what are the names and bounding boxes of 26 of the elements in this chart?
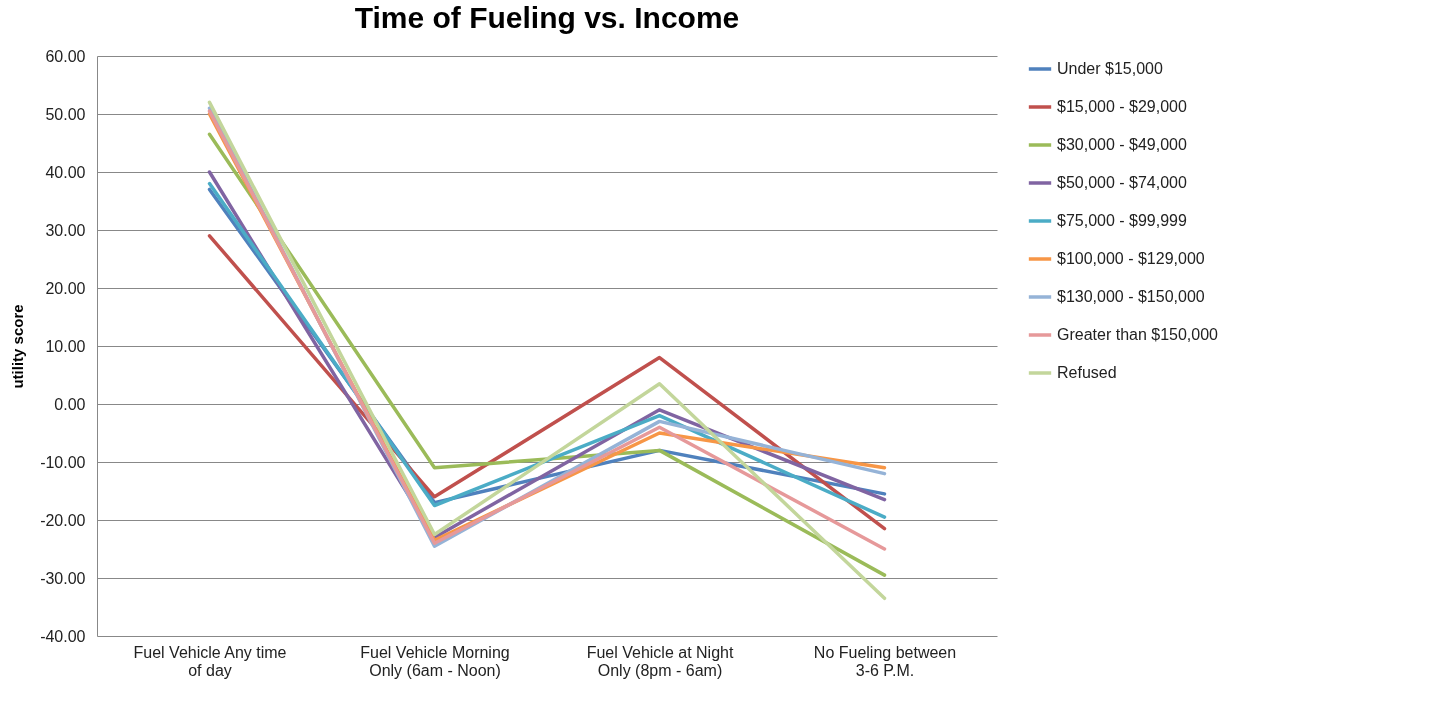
legend-label: $50,000 - $74,000 — [1057, 174, 1187, 191]
chart-title: Time of Fueling vs. Income — [354, 1, 740, 34]
y-tick-label: 20.00 — [45, 279, 86, 297]
y-tick-label: 10.00 — [45, 337, 86, 355]
legend-label: Refused — [1057, 364, 1117, 381]
y-tick-label: -30.00 — [40, 569, 86, 587]
y-axis-title: utility score — [9, 304, 27, 389]
y-tick-label: -20.00 — [40, 511, 86, 529]
x-tick-label: Fuel Vehicle at Night Only (8pm - 6am) — [586, 643, 734, 679]
legend-label: $75,000 - $99,999 — [1057, 212, 1187, 229]
legend-label: $30,000 - $49,000 — [1057, 136, 1187, 153]
legend-label: $100,000 - $129,000 — [1057, 250, 1205, 267]
legend-label: Under $15,000 — [1057, 60, 1163, 77]
legend-label: Greater than $150,000 — [1057, 326, 1219, 343]
y-tick-label: 60.00 — [45, 47, 86, 65]
x-tick-label: Fuel Vehicle Any time of day — [133, 643, 287, 679]
y-tick-label: -10.00 — [40, 453, 86, 471]
y-tick-label: 0.00 — [54, 395, 86, 413]
legend-label: $130,000 - $150,000 — [1057, 288, 1205, 305]
x-tick-label: Fuel Vehicle Morning Only (6am - Noon) — [360, 643, 510, 679]
x-tick-label: No Fueling between 3-6 P.M. — [813, 643, 957, 679]
legend-label: $15,000 - $29,000 — [1057, 98, 1187, 115]
y-tick-label: -40.00 — [40, 627, 86, 645]
y-tick-label: 50.00 — [45, 105, 86, 123]
y-tick-label: 30.00 — [45, 221, 86, 239]
y-tick-label: 40.00 — [45, 163, 86, 181]
